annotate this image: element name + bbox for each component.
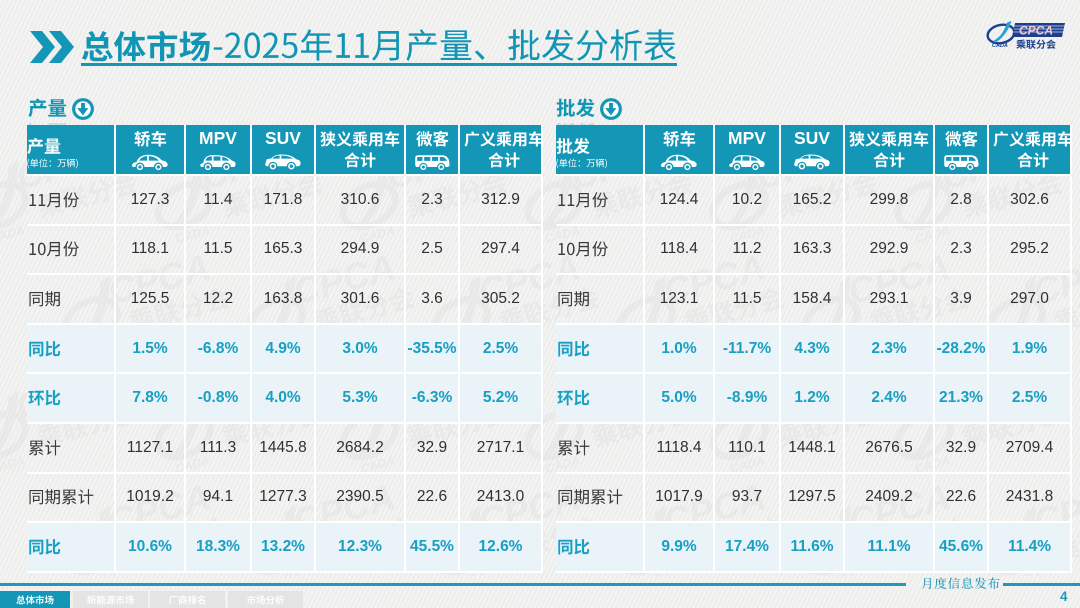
svg-text:CADA: CADA — [992, 43, 1008, 49]
svg-text:CPCA: CPCA — [1019, 24, 1053, 38]
